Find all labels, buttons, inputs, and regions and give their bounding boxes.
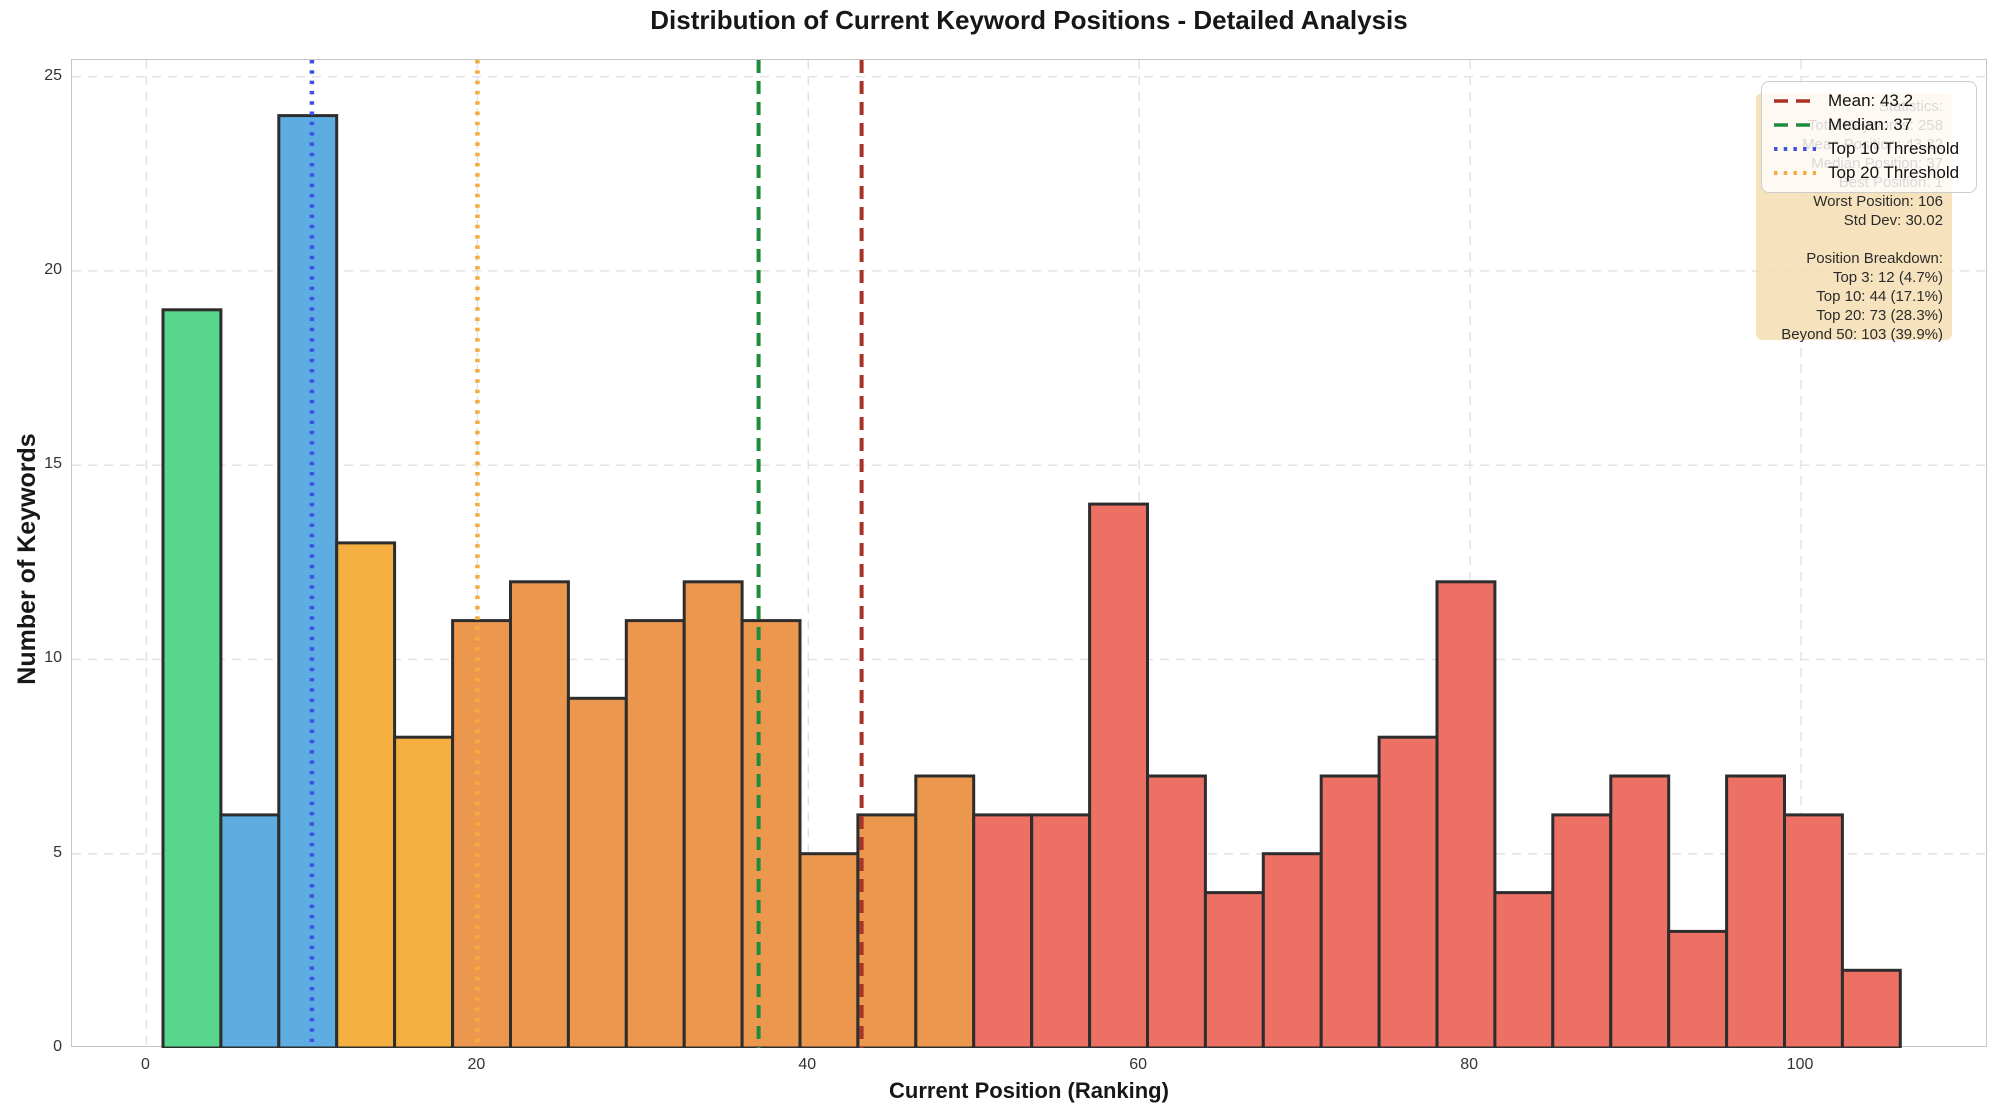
legend-swatch-dotted bbox=[1774, 147, 1816, 152]
y-tick-label: 0 bbox=[53, 1038, 62, 1055]
histogram-bar bbox=[1203, 891, 1265, 1048]
histogram-bar bbox=[1783, 813, 1844, 1048]
legend-item-label: Mean: 43.2 bbox=[1828, 90, 1914, 110]
histogram-bar bbox=[1840, 968, 1902, 1048]
histogram-bar bbox=[509, 580, 570, 1048]
stats-line: Position Breakdown: bbox=[1806, 250, 1943, 267]
y-tick-label: 15 bbox=[44, 455, 62, 473]
legend-item-mean-line: Mean: 43.2 bbox=[1772, 89, 1966, 112]
stats-line: Beyond 50: 103 (39.9%) bbox=[1781, 326, 1943, 343]
histogram-bar bbox=[335, 541, 397, 1048]
histogram-bar bbox=[798, 852, 860, 1048]
chart-title: Distribution of Current Keyword Position… bbox=[650, 5, 1408, 35]
histogram-bar bbox=[1088, 502, 1149, 1048]
histogram-bar bbox=[1667, 929, 1729, 1048]
x-tick-label: 100 bbox=[1786, 1056, 1814, 1073]
histogram-bar bbox=[1377, 735, 1439, 1048]
histogram-bar bbox=[1493, 891, 1555, 1048]
histogram-bar bbox=[393, 735, 455, 1048]
legend-swatch-dashed bbox=[1774, 98, 1816, 103]
y-tick-label: 25 bbox=[44, 66, 62, 84]
histogram-bar bbox=[1725, 774, 1786, 1048]
histogram-bar bbox=[624, 619, 686, 1048]
x-tick-label: 40 bbox=[798, 1056, 817, 1073]
legend-swatch-dashed bbox=[1774, 123, 1816, 127]
legend-item-label: Median: 37 bbox=[1828, 114, 1913, 134]
histogram-bar bbox=[1261, 852, 1323, 1048]
y-tick-label: 5 bbox=[53, 843, 62, 861]
histogram-bar bbox=[1146, 774, 1207, 1048]
histogram-bar bbox=[740, 619, 802, 1048]
histogram-bar bbox=[1435, 580, 1497, 1048]
stats-line: Top 10: 44 (17.1%) bbox=[1816, 288, 1943, 305]
histogram-bar bbox=[219, 813, 281, 1048]
legend-item-top20-threshold-line: Top 20 Threshold bbox=[1772, 162, 1966, 185]
x-tick-label: 0 bbox=[141, 1056, 150, 1073]
histogram-bar bbox=[972, 813, 1034, 1048]
histogram-bar bbox=[277, 114, 339, 1048]
y-tick-label: 20 bbox=[44, 260, 62, 278]
histogram-bar bbox=[682, 580, 744, 1048]
histogram-bar bbox=[566, 696, 628, 1048]
stats-line: Std Dev: 30.02 bbox=[1843, 212, 1943, 229]
histogram-bar bbox=[914, 774, 976, 1048]
x-tick-label: 60 bbox=[1129, 1056, 1148, 1073]
plot-area bbox=[71, 59, 1988, 1048]
legend-swatch-dotted bbox=[1774, 171, 1816, 176]
histogram-bar bbox=[856, 813, 918, 1048]
histogram-bar bbox=[1551, 813, 1613, 1048]
histogram-bar bbox=[1319, 774, 1381, 1048]
legend: Mean: 43.2 Median: 37 Top 10 Threshold Top … bbox=[1761, 81, 1977, 193]
stats-line: Worst Position: 106 bbox=[1813, 193, 1943, 210]
histogram-bar bbox=[451, 619, 513, 1048]
histogram-bar bbox=[1609, 774, 1671, 1048]
histogram-bar bbox=[161, 308, 223, 1048]
y-tick-label: 10 bbox=[44, 649, 62, 667]
stats-line: Top 20: 73 (28.3%) bbox=[1816, 307, 1943, 324]
legend-item-label: Top 20 Threshold bbox=[1828, 163, 1960, 183]
stats-line bbox=[1765, 230, 1943, 249]
legend-item-top10-threshold-line: Top 10 Threshold bbox=[1772, 138, 1966, 161]
x-tick-label: 80 bbox=[1460, 1056, 1478, 1073]
x-tick-label: 20 bbox=[467, 1056, 486, 1073]
x-axis-title: Current Position (Ranking) bbox=[889, 1078, 1169, 1103]
legend-item-median-line: Median: 37 bbox=[1772, 113, 1966, 136]
stats-line: Top 3: 12 (4.7%) bbox=[1832, 269, 1943, 286]
legend-item-label: Top 10 Threshold bbox=[1828, 139, 1960, 159]
histogram-bar bbox=[1030, 813, 1092, 1048]
